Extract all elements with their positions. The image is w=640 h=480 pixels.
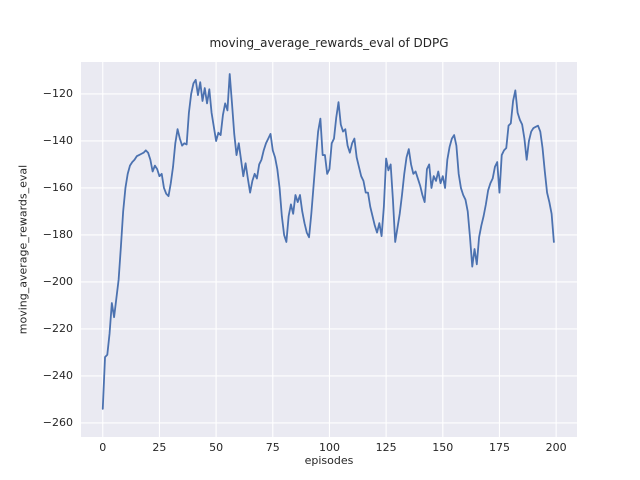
x-tick-label: 0 bbox=[99, 441, 107, 454]
x-tick-label: 125 bbox=[375, 441, 397, 454]
y-tick-label: −120 bbox=[42, 86, 73, 100]
x-tick-label: 25 bbox=[152, 441, 167, 454]
y-tick-label: −260 bbox=[42, 415, 73, 429]
y-tick-label: −160 bbox=[42, 180, 73, 194]
x-axis-label: episodes bbox=[304, 454, 354, 467]
x-tick-label: 100 bbox=[318, 441, 340, 454]
gridlines bbox=[81, 62, 577, 437]
y-tick-label: −180 bbox=[42, 227, 73, 241]
x-tick-label: 75 bbox=[265, 441, 280, 454]
x-tick-label: 200 bbox=[545, 441, 567, 454]
y-tick-label: −200 bbox=[42, 274, 73, 288]
x-tick-label: 150 bbox=[432, 441, 454, 454]
y-tick-label: −240 bbox=[42, 368, 73, 382]
y-tick-label: −220 bbox=[42, 321, 73, 335]
x-tick-label: 175 bbox=[488, 441, 510, 454]
data-line bbox=[101, 73, 555, 410]
x-tick-label: 50 bbox=[209, 441, 224, 454]
y-axis-label: moving_average_rewards_eval bbox=[16, 164, 30, 335]
y-tick-label: −140 bbox=[42, 133, 73, 147]
plot-area bbox=[81, 62, 577, 437]
chart-title: moving_average_rewards_eval of DDPG bbox=[209, 36, 449, 50]
line-chart bbox=[81, 62, 577, 437]
